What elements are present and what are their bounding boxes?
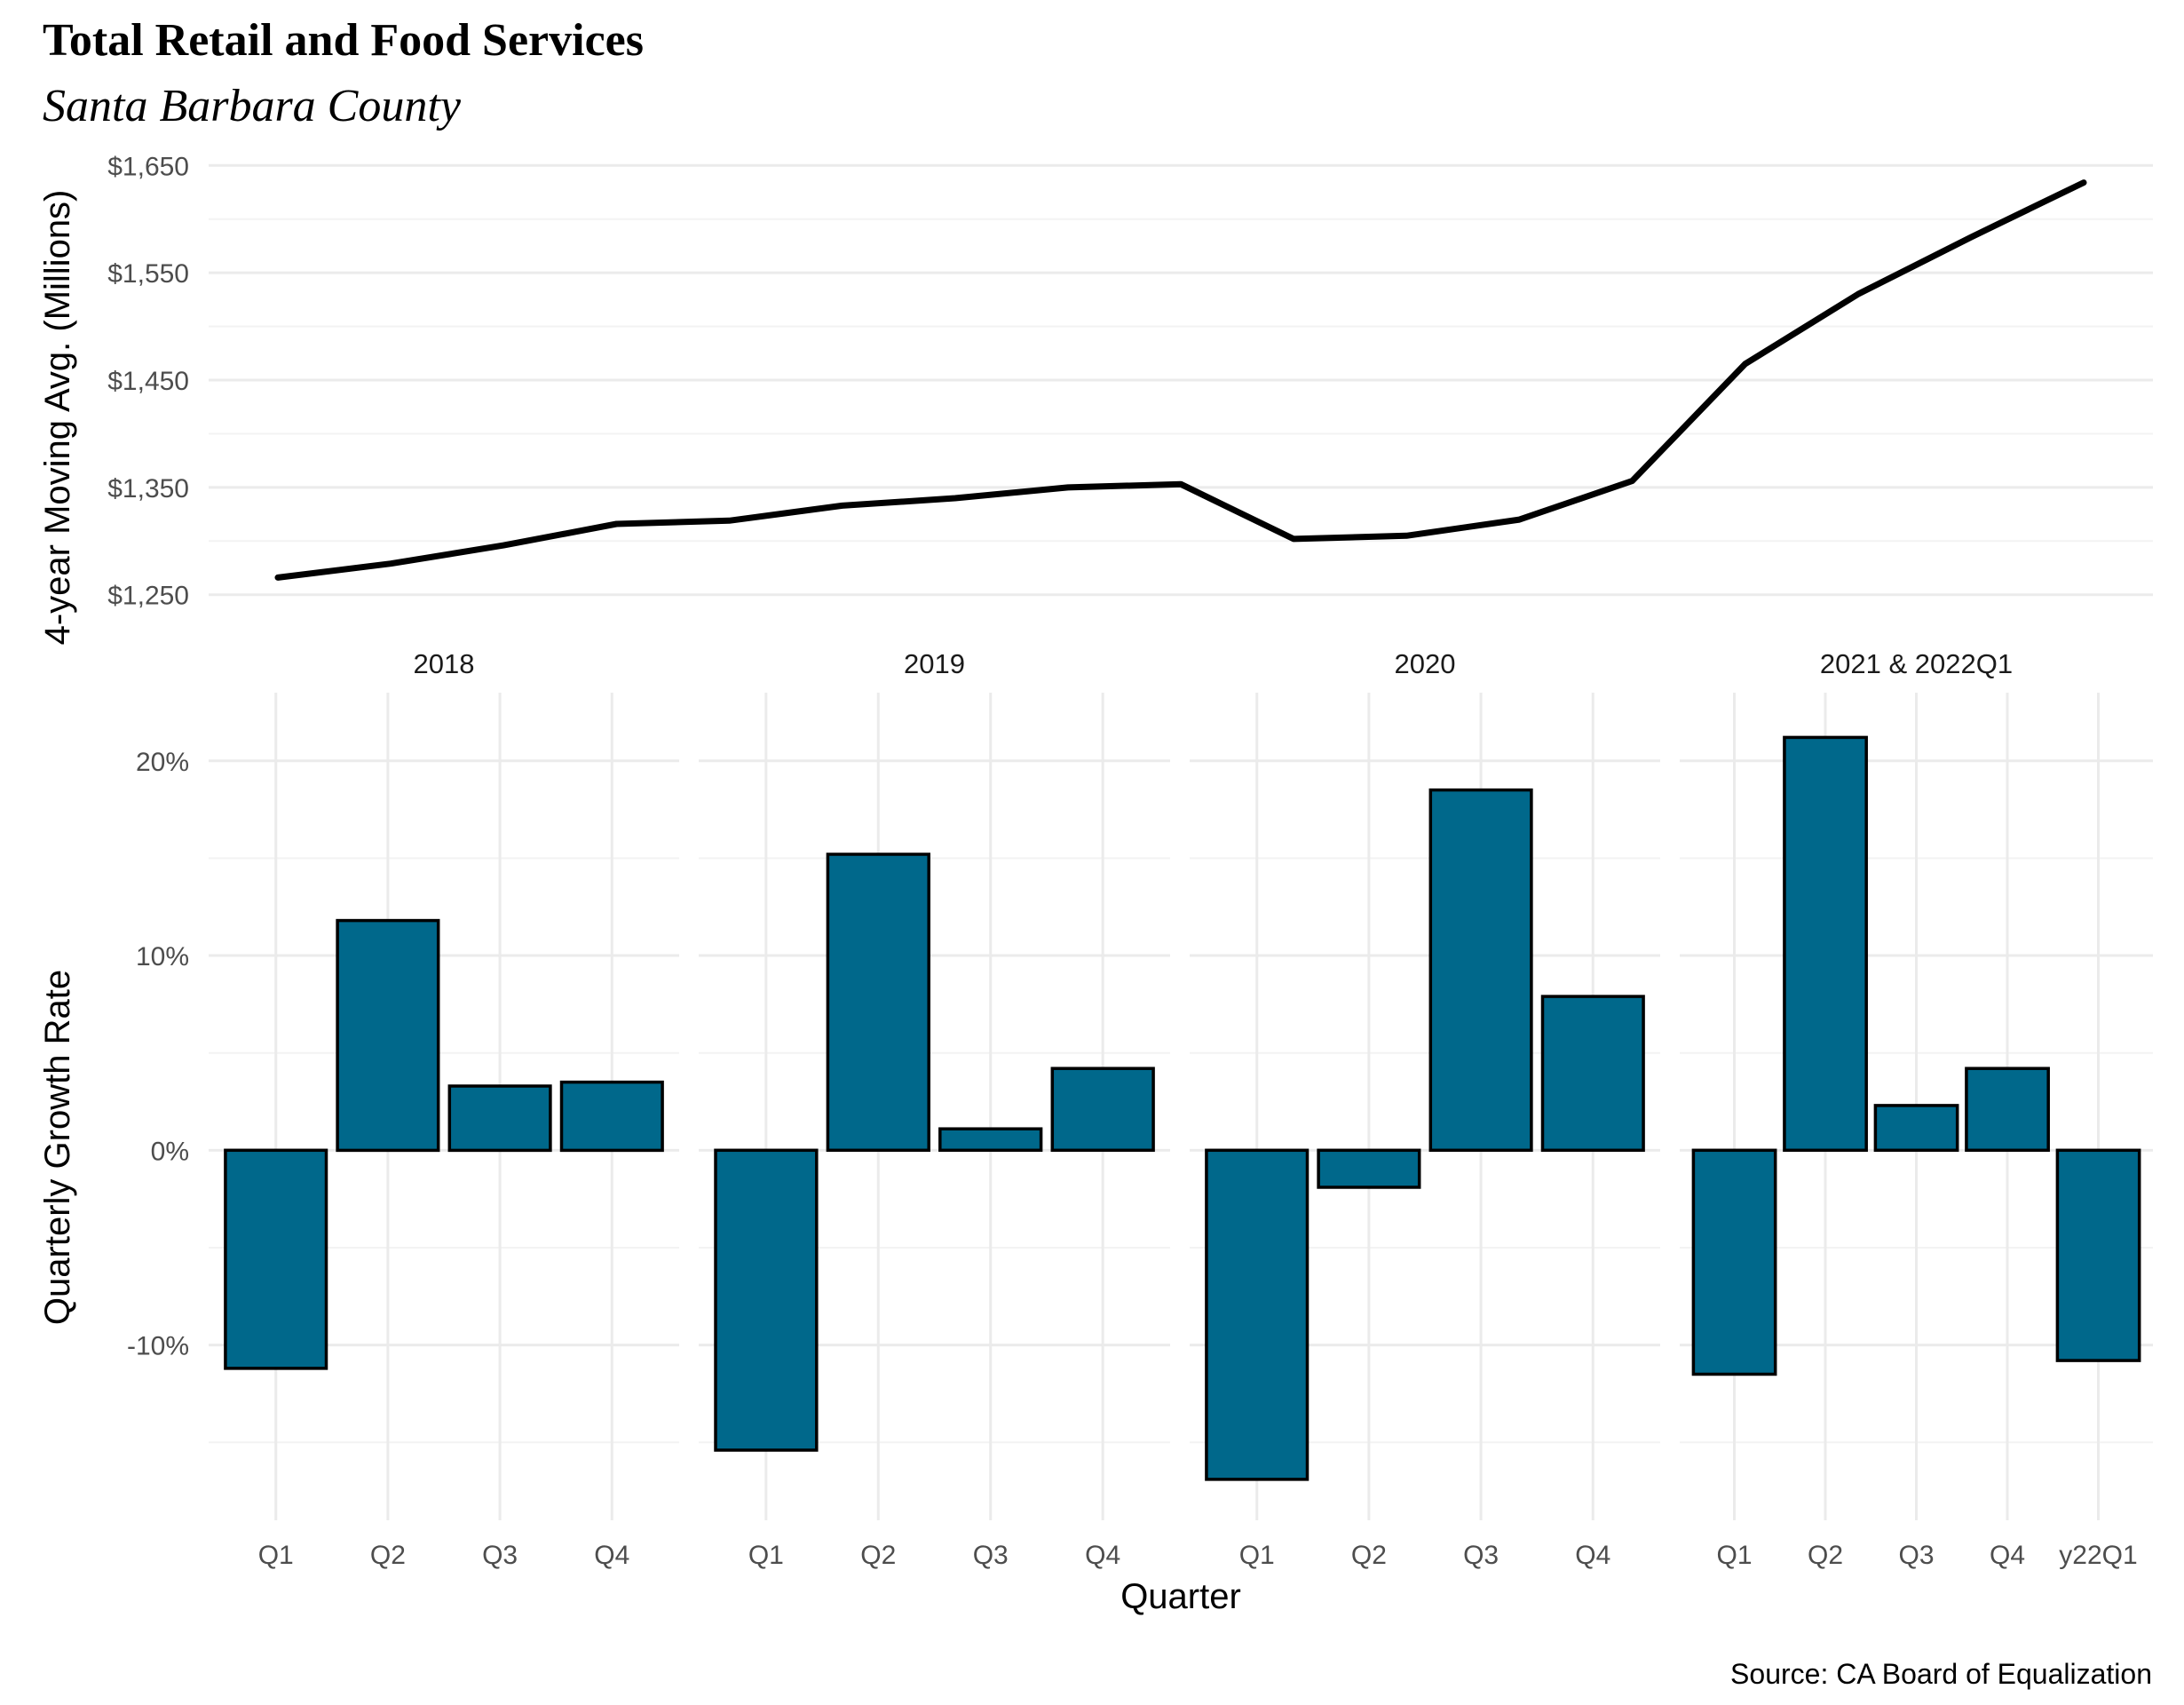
x-tick-label: Q2 — [1808, 1541, 1843, 1570]
growth-bar — [1783, 735, 1868, 1153]
facet-panel-2021-2022q1: 2021 & 2022Q1 Q1 Q2 Q3 Q4 y22Q1 — [1680, 648, 2153, 1570]
top-y-tick-labels: $1,250 $1,350 $1,450 $1,550 $1,650 — [107, 152, 189, 610]
moving-average-panel: $1,250 $1,350 $1,450 $1,550 $1,650 4-year Mo… — [38, 152, 2153, 645]
facet-strip-label: 2020 — [1395, 648, 1456, 679]
x-tick-label: Q1 — [1239, 1541, 1275, 1570]
bottom-y-tick-label: 0% — [151, 1137, 189, 1166]
top-y-tick-label: $1,250 — [107, 582, 189, 611]
growth-bar — [1050, 1067, 1155, 1153]
growth-bar — [1873, 1104, 1959, 1153]
growth-bar — [336, 918, 440, 1153]
x-axis-title: Quarter — [1120, 1577, 1241, 1616]
x-tick-label: Q4 — [594, 1541, 629, 1570]
growth-bar — [1317, 1148, 1421, 1189]
bottom-y-tick-label: 10% — [136, 942, 189, 971]
x-tick-label: Q4 — [1085, 1541, 1120, 1570]
x-tick-label: Q4 — [1990, 1541, 2025, 1570]
bottom-y-tick-label: -10% — [127, 1332, 189, 1361]
x-tick-label: Q2 — [1351, 1541, 1387, 1570]
facet-panel-2018: 2018 Q1 Q2 Q3 Q4 — [209, 648, 679, 1570]
growth-bar — [826, 852, 930, 1153]
growth-bar — [1428, 788, 1533, 1153]
x-tick-label: y22Q1 — [2059, 1541, 2137, 1570]
x-tick-label: Q3 — [482, 1541, 518, 1570]
growth-bar — [1691, 1148, 1777, 1376]
top-y-tick-label: $1,650 — [107, 152, 189, 181]
growth-bar — [938, 1127, 1043, 1153]
top-y-tick-label: $1,350 — [107, 474, 189, 504]
chart-title: Total Retail and Food Services — [43, 15, 644, 66]
growth-bar — [559, 1080, 664, 1153]
x-tick-label: Q1 — [748, 1541, 784, 1570]
facet-panel-2020: 2020 Q1 Q2 Q3 Q4 — [1190, 648, 1660, 1570]
bottom-y-tick-labels: -10% 0% 10% 20% — [127, 748, 189, 1361]
x-tick-label: Q3 — [973, 1541, 1009, 1570]
facet-strip-label: 2019 — [904, 648, 965, 679]
x-tick-label: Q3 — [1898, 1541, 1934, 1570]
top-y-tick-label: $1,450 — [107, 367, 189, 396]
growth-bar — [1540, 995, 1645, 1153]
growth-bar — [1965, 1067, 2050, 1153]
growth-bar — [2055, 1148, 2141, 1362]
x-tick-label: Q1 — [258, 1541, 294, 1570]
growth-bar — [1205, 1148, 1310, 1481]
chart-subtitle: Santa Barbara County — [43, 81, 462, 131]
x-tick-label: Q2 — [860, 1541, 896, 1570]
growth-bar — [714, 1148, 819, 1452]
x-tick-label: Q2 — [370, 1541, 406, 1570]
top-y-axis-title: 4-year Moving Avg. (Millions) — [38, 190, 77, 646]
top-y-tick-label: $1,550 — [107, 259, 189, 289]
facet-strip-label: 2021 & 2022Q1 — [1820, 648, 2013, 679]
facet-strip-label: 2018 — [414, 648, 475, 679]
bottom-y-tick-label: 20% — [136, 748, 189, 777]
moving-average-line — [274, 179, 2087, 581]
top-gridlines — [209, 163, 2153, 597]
x-tick-label: Q1 — [1716, 1541, 1752, 1570]
x-tick-label: Q4 — [1575, 1541, 1610, 1570]
bottom-y-axis-title: Quarterly Growth Rate — [38, 970, 77, 1325]
growth-bar — [224, 1148, 328, 1370]
growth-bar — [447, 1084, 552, 1153]
source-caption: Source: CA Board of Equalization — [1730, 1658, 2152, 1690]
x-tick-label: Q3 — [1463, 1541, 1499, 1570]
facet-panel-2019: 2019 Q1 Q2 Q3 Q4 — [699, 648, 1170, 1570]
